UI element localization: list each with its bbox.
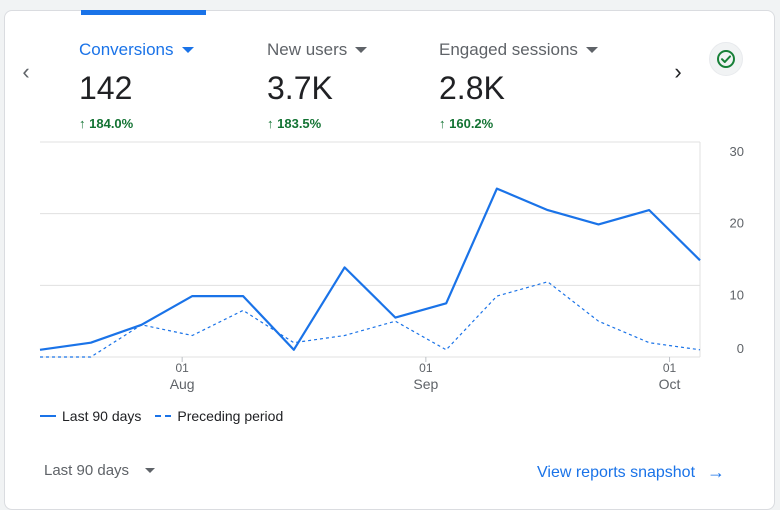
- tab-conversions-change: ↑ 184.0%: [79, 116, 194, 131]
- tab-engaged-sessions-value: 2.8K: [439, 70, 598, 106]
- date-range-label: Last 90 days: [44, 462, 129, 479]
- arrow-up-icon: ↑: [79, 116, 86, 131]
- link-label: View reports snapshot: [537, 464, 695, 482]
- caret-down-icon: [182, 47, 194, 53]
- series-line-last-90-days: [40, 189, 700, 350]
- active-tab-indicator: [81, 10, 206, 15]
- tab-new-users-change: ↑ 183.5%: [267, 116, 367, 131]
- tab-engaged-sessions-header[interactable]: Engaged sessions: [439, 40, 598, 60]
- y-tick-label: 30: [730, 144, 744, 159]
- tab-new-users-value: 3.7K: [267, 70, 367, 106]
- tab-engaged-sessions-label: Engaged sessions: [439, 40, 578, 60]
- caret-down-icon: [586, 47, 598, 53]
- chevron-right-icon[interactable]: ›: [667, 58, 689, 86]
- tab-new-users-header[interactable]: New users: [267, 40, 367, 60]
- chart-legend: Last 90 days Preceding period: [40, 408, 297, 424]
- y-tick-label: 20: [730, 216, 744, 231]
- tab-engaged-sessions-change: ↑ 160.2%: [439, 116, 598, 131]
- x-tick-month: Oct: [659, 376, 681, 392]
- y-tick-label: 0: [737, 341, 744, 356]
- y-tick-label: 10: [730, 287, 744, 302]
- change-value: 160.2%: [449, 116, 493, 131]
- check-circle-glyph: [716, 49, 736, 69]
- tab-conversions[interactable]: Conversions 142 ↑ 184.0%: [79, 40, 194, 131]
- date-range-dropdown[interactable]: Last 90 days: [44, 462, 155, 479]
- arrow-right-icon: →: [707, 462, 725, 483]
- tab-engaged-sessions[interactable]: Engaged sessions 2.8K ↑ 160.2%: [439, 40, 598, 131]
- x-tick-day: 01: [175, 361, 189, 375]
- caret-down-icon: [355, 47, 367, 53]
- change-value: 183.5%: [277, 116, 321, 131]
- x-tick-month: Sep: [413, 376, 438, 392]
- legend-item-preceding-period: Preceding period: [155, 408, 283, 424]
- view-reports-snapshot-link[interactable]: View reports snapshot →: [537, 462, 725, 483]
- tab-conversions-header[interactable]: Conversions: [79, 40, 194, 60]
- tab-conversions-value: 142: [79, 70, 194, 106]
- tab-conversions-label: Conversions: [79, 40, 174, 60]
- x-tick-month: Aug: [170, 376, 195, 392]
- x-tick-day: 01: [663, 361, 677, 375]
- x-tick-day: 01: [419, 361, 433, 375]
- check-circle-icon[interactable]: [709, 42, 743, 76]
- legend-item-last-90-days: Last 90 days: [40, 408, 141, 424]
- legend-label: Preceding period: [177, 408, 283, 424]
- change-value: 184.0%: [89, 116, 133, 131]
- caret-down-icon: [145, 468, 155, 473]
- legend-swatch-solid: [40, 415, 56, 417]
- arrow-up-icon: ↑: [267, 116, 274, 131]
- legend-label: Last 90 days: [62, 408, 141, 424]
- legend-swatch-dashed: [155, 415, 171, 417]
- tab-new-users-label: New users: [267, 40, 347, 60]
- tab-new-users[interactable]: New users 3.7K ↑ 183.5%: [267, 40, 367, 131]
- arrow-up-icon: ↑: [439, 116, 446, 131]
- chevron-left-icon[interactable]: ‹: [16, 58, 36, 86]
